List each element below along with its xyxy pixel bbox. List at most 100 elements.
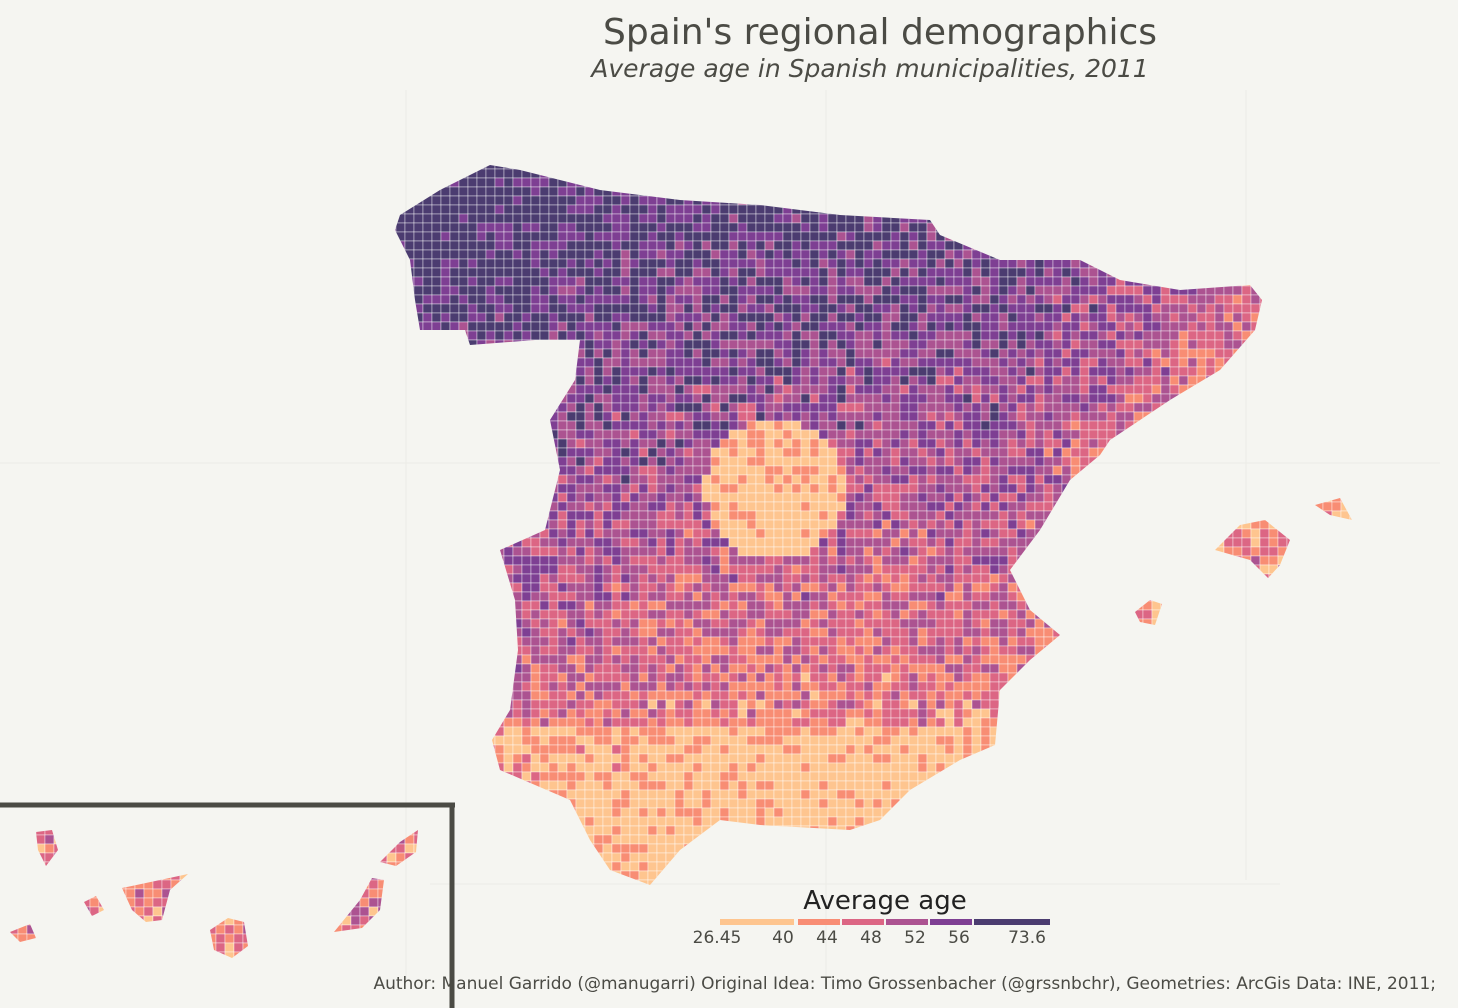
municipality [926,411,937,422]
municipality [494,411,505,422]
municipality [458,330,469,341]
municipality [638,537,649,548]
municipality [845,474,856,485]
municipality [548,321,559,332]
municipality [1070,177,1081,188]
municipality [1178,492,1189,503]
municipality [431,222,442,233]
municipality [449,285,460,296]
municipality [1106,546,1117,557]
municipality [962,204,973,215]
municipality [1304,510,1315,521]
municipality [1079,438,1090,449]
municipality [1214,573,1225,584]
municipality [629,249,640,260]
municipality [944,330,955,341]
municipality [899,528,910,539]
municipality [926,186,937,197]
municipality [1169,438,1180,449]
municipality [449,339,460,350]
municipality [1034,591,1045,602]
municipality [1196,465,1207,476]
municipality [1196,312,1207,323]
municipality [1223,546,1234,557]
municipality [1286,546,1297,557]
municipality [872,429,883,440]
municipality [1214,501,1225,512]
municipality [1115,258,1126,269]
municipality [458,474,469,485]
municipality [755,537,766,548]
municipality [827,249,838,260]
municipality [1079,429,1090,440]
municipality [620,165,631,170]
municipality [1187,510,1198,521]
municipality [872,186,883,197]
municipality [890,267,901,278]
municipality [944,501,955,512]
municipality [1124,501,1135,512]
municipality [1043,438,1054,449]
municipality [881,168,892,179]
municipality [737,213,748,224]
municipality [674,429,685,440]
municipality [881,564,892,575]
municipality [1169,330,1180,341]
municipality [791,537,802,548]
municipality [503,429,514,440]
municipality [1268,312,1279,323]
municipality [476,177,487,188]
municipality [647,249,658,260]
municipality [449,573,460,584]
municipality [854,411,865,422]
municipality [593,501,604,512]
municipality [890,177,901,188]
municipality [1133,420,1144,431]
municipality [782,474,793,485]
municipality [935,276,946,287]
municipality [773,375,784,386]
municipality [566,447,577,458]
municipality [962,186,973,197]
municipality [422,303,433,314]
municipality [512,501,523,512]
municipality [683,411,694,422]
municipality [836,384,847,395]
municipality [800,510,811,521]
municipality [737,582,748,593]
municipality [1079,465,1090,476]
municipality [656,429,667,440]
municipality [791,402,802,413]
municipality [1160,384,1171,395]
municipality [1079,321,1090,332]
municipality [818,294,829,305]
municipality [845,177,856,188]
municipality [1196,501,1207,512]
municipality [1295,492,1306,503]
municipality [755,447,766,458]
municipality [1268,168,1279,179]
municipality [584,294,595,305]
municipality [827,564,838,575]
municipality [1214,528,1225,539]
municipality [656,258,667,269]
municipality [818,456,829,467]
municipality [620,240,631,251]
municipality [557,213,568,224]
municipality [1034,411,1045,422]
municipality [1034,492,1045,503]
municipality [1016,303,1027,314]
municipality [1268,519,1279,530]
municipality [530,474,541,485]
municipality [1169,285,1180,296]
municipality [476,348,487,359]
municipality [953,384,964,395]
municipality [845,222,856,233]
municipality [539,267,550,278]
municipality [1259,456,1270,467]
municipality [1187,330,1198,341]
municipality [854,330,865,341]
municipality [737,384,748,395]
municipality [872,447,883,458]
municipality [737,501,748,512]
